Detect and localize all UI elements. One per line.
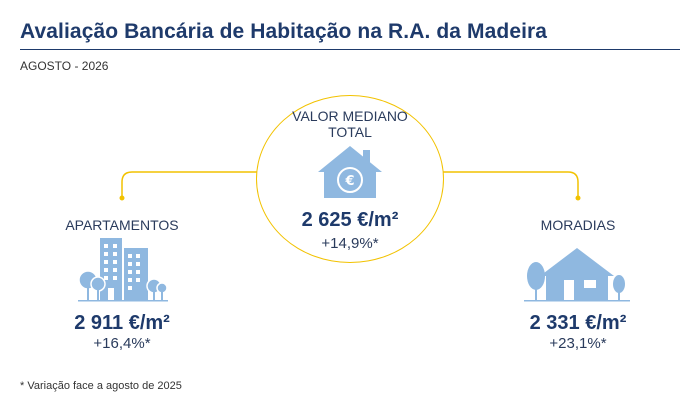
right-connector (438, 171, 579, 196)
center-label-line2: TOTAL (328, 124, 372, 140)
apartments-value: 2 911 €/m² (74, 312, 170, 334)
houses-value: 2 331 €/m² (529, 312, 627, 334)
center-highlight-circle (256, 95, 444, 263)
apartments-label: APARTAMENTOS (65, 217, 179, 233)
svg-text:€: € (344, 174, 354, 189)
right-connector-dot (575, 195, 581, 201)
footnote: * Variação face a agosto de 2025 (20, 380, 182, 392)
houses-change: +23,1%* (549, 335, 607, 352)
house-trees-icon (524, 248, 630, 302)
center-label: VALOR MEDIANO TOTAL (270, 108, 430, 140)
left-connector-dot (119, 195, 125, 201)
apartment-buildings-icon (78, 238, 168, 302)
center-label-line1: VALOR MEDIANO (292, 108, 408, 124)
center-change: +14,9%* (321, 235, 379, 252)
period-label: AGOSTO - 2026 (20, 59, 109, 73)
house-euro-icon: € (318, 146, 382, 198)
left-connector (121, 171, 262, 196)
title-divider (20, 49, 680, 50)
center-value: 2 625 €/m² (301, 209, 399, 231)
apartments-change: +16,4%* (93, 335, 151, 352)
houses-label: MORADIAS (540, 217, 616, 233)
page-title: Avaliação Bancária de Habitação na R.A. … (20, 20, 548, 43)
